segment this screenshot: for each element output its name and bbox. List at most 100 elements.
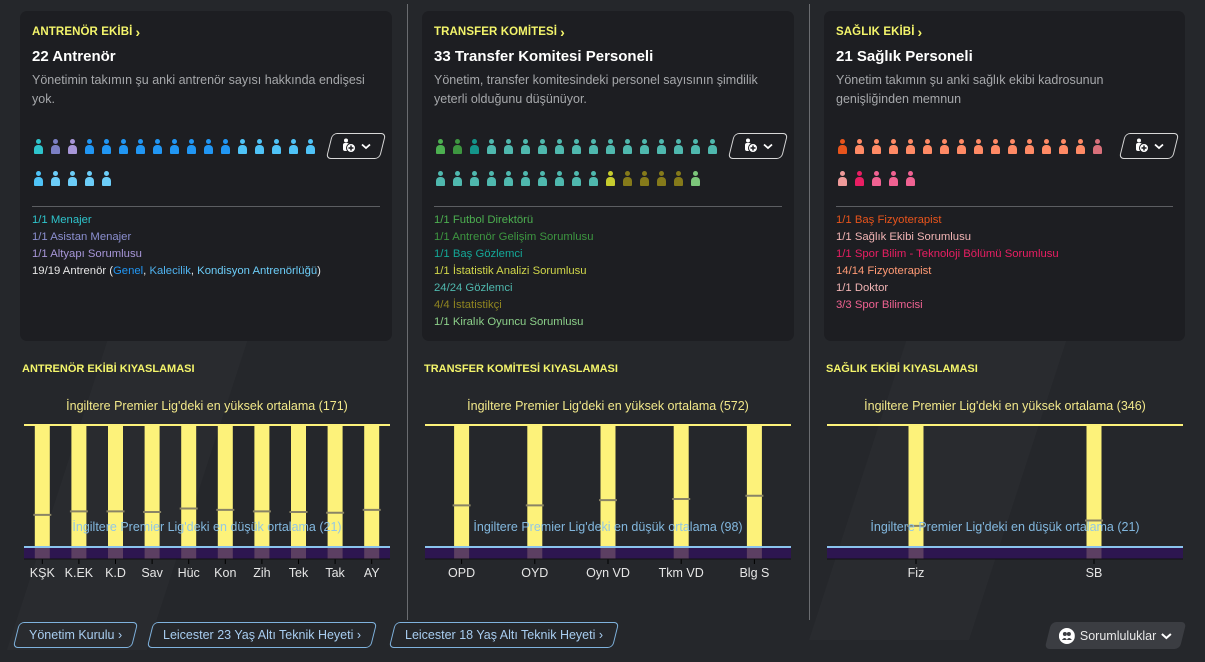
person-icon[interactable] <box>536 137 548 157</box>
person-icon[interactable] <box>100 169 112 189</box>
card-header-link[interactable]: TRANSFER KOMİTESİ › <box>434 24 565 40</box>
person-icon[interactable] <box>604 137 616 157</box>
role-item: 1/1 Baş Fizyoterapist <box>836 212 1059 229</box>
person-icon[interactable] <box>836 137 848 157</box>
person-icon[interactable] <box>904 137 916 157</box>
person-icon[interactable] <box>451 137 463 157</box>
person-icon[interactable] <box>638 137 650 157</box>
person-icon[interactable] <box>870 169 882 189</box>
person-icon[interactable] <box>32 169 44 189</box>
person-icon[interactable] <box>887 169 899 189</box>
person-icon[interactable] <box>887 137 899 157</box>
person-icon[interactable] <box>304 137 316 157</box>
staff-filter-button[interactable] <box>1118 133 1180 159</box>
person-icon[interactable] <box>468 169 480 189</box>
person-icon[interactable] <box>870 137 882 157</box>
person-icon[interactable] <box>502 169 514 189</box>
person-icon[interactable] <box>904 169 916 189</box>
responsibilities-button[interactable]: Sorumluluklar <box>1044 622 1187 649</box>
person-icon[interactable] <box>270 137 282 157</box>
person-icon[interactable] <box>621 169 633 189</box>
person-icon[interactable] <box>836 169 848 189</box>
person-icon[interactable] <box>689 169 701 189</box>
person-icon[interactable] <box>502 137 514 157</box>
person-icon[interactable] <box>485 137 497 157</box>
column-divider <box>407 4 408 620</box>
board-link-button[interactable]: Yönetim Kurulu › <box>12 622 139 648</box>
staff-filter-button[interactable] <box>325 133 387 159</box>
person-icon[interactable] <box>236 137 248 157</box>
person-icon[interactable] <box>553 137 565 157</box>
high-average-label: İngiltere Premier Lig'deki en yüksek ort… <box>467 399 749 413</box>
person-icon[interactable] <box>1006 137 1018 157</box>
person-icon[interactable] <box>83 169 95 189</box>
person-icon[interactable] <box>655 169 667 189</box>
person-icon[interactable] <box>570 169 582 189</box>
card-header-link[interactable]: SAĞLIK EKİBİ › <box>836 24 922 40</box>
person-icon[interactable] <box>1040 137 1052 157</box>
person-icon[interactable] <box>519 137 531 157</box>
person-icon[interactable] <box>587 169 599 189</box>
person-icon[interactable] <box>938 137 950 157</box>
person-icon[interactable] <box>100 137 112 157</box>
person-icon[interactable] <box>1074 137 1086 157</box>
person-icon[interactable] <box>638 169 650 189</box>
person-icon[interactable] <box>1023 137 1035 157</box>
person-icon[interactable] <box>49 169 61 189</box>
person-icon[interactable] <box>853 169 865 189</box>
card-header-link[interactable]: ANTRENÖR EKİBİ › <box>32 24 140 40</box>
u23-staff-link-button[interactable]: Leicester 23 Yaş Altı Teknik Heyeti › <box>146 622 378 648</box>
person-icon[interactable] <box>66 169 78 189</box>
person-icon[interactable] <box>989 137 1001 157</box>
person-icon[interactable] <box>185 137 197 157</box>
person-icon[interactable] <box>672 137 684 157</box>
chart-svg: İngiltere Premier Lig'deki en yüksek ort… <box>425 399 791 580</box>
person-icon[interactable] <box>49 137 61 157</box>
role-item: 14/14 Fizyoterapist <box>836 263 1059 280</box>
staff-filter-button[interactable] <box>727 133 789 159</box>
role-text: 1/1 Spor Bilim - Teknoloji Bölümü Soruml… <box>836 248 1059 260</box>
person-icon[interactable] <box>202 137 214 157</box>
person-icon[interactable] <box>451 169 463 189</box>
person-icon[interactable] <box>621 137 633 157</box>
person-icon[interactable] <box>972 137 984 157</box>
person-icon[interactable] <box>434 137 446 157</box>
x-tick-label: Tak <box>325 566 345 580</box>
person-icon[interactable] <box>1057 137 1069 157</box>
person-icon[interactable] <box>468 137 480 157</box>
chevron-right-icon: › <box>598 628 604 642</box>
person-icon[interactable] <box>32 137 44 157</box>
person-icon[interactable] <box>1091 137 1103 157</box>
person-icon[interactable] <box>434 169 446 189</box>
person-icon[interactable] <box>519 169 531 189</box>
person-icon[interactable] <box>604 169 616 189</box>
person-icon[interactable] <box>151 137 163 157</box>
person-icon[interactable] <box>134 137 146 157</box>
person-icon[interactable] <box>253 137 265 157</box>
person-icon[interactable] <box>655 137 667 157</box>
person-icon[interactable] <box>921 137 933 157</box>
person-icon[interactable] <box>706 137 718 157</box>
bar-3 <box>144 425 160 547</box>
u18-staff-link-button[interactable]: Leicester 18 Yaş Altı Teknik Heyeti › <box>388 622 620 648</box>
x-tick-label: Kon <box>214 566 236 580</box>
role-text: 1/1 Asistan Menajer <box>32 231 132 243</box>
bar-base-8 <box>327 547 343 559</box>
person-icon[interactable] <box>587 137 599 157</box>
person-icon[interactable] <box>83 137 95 157</box>
person-icon[interactable] <box>672 169 684 189</box>
person-icon[interactable] <box>853 137 865 157</box>
person-icon[interactable] <box>570 137 582 157</box>
chevron-right-icon: › <box>117 628 123 642</box>
person-icon[interactable] <box>66 137 78 157</box>
person-icon[interactable] <box>955 137 967 157</box>
person-icon[interactable] <box>168 137 180 157</box>
person-icon[interactable] <box>689 137 701 157</box>
bar-base-2 <box>108 547 123 559</box>
person-icon[interactable] <box>485 169 497 189</box>
person-icon[interactable] <box>536 169 548 189</box>
person-icon[interactable] <box>553 169 565 189</box>
person-icon[interactable] <box>117 137 129 157</box>
person-icon[interactable] <box>219 137 231 157</box>
person-icon[interactable] <box>287 137 299 157</box>
